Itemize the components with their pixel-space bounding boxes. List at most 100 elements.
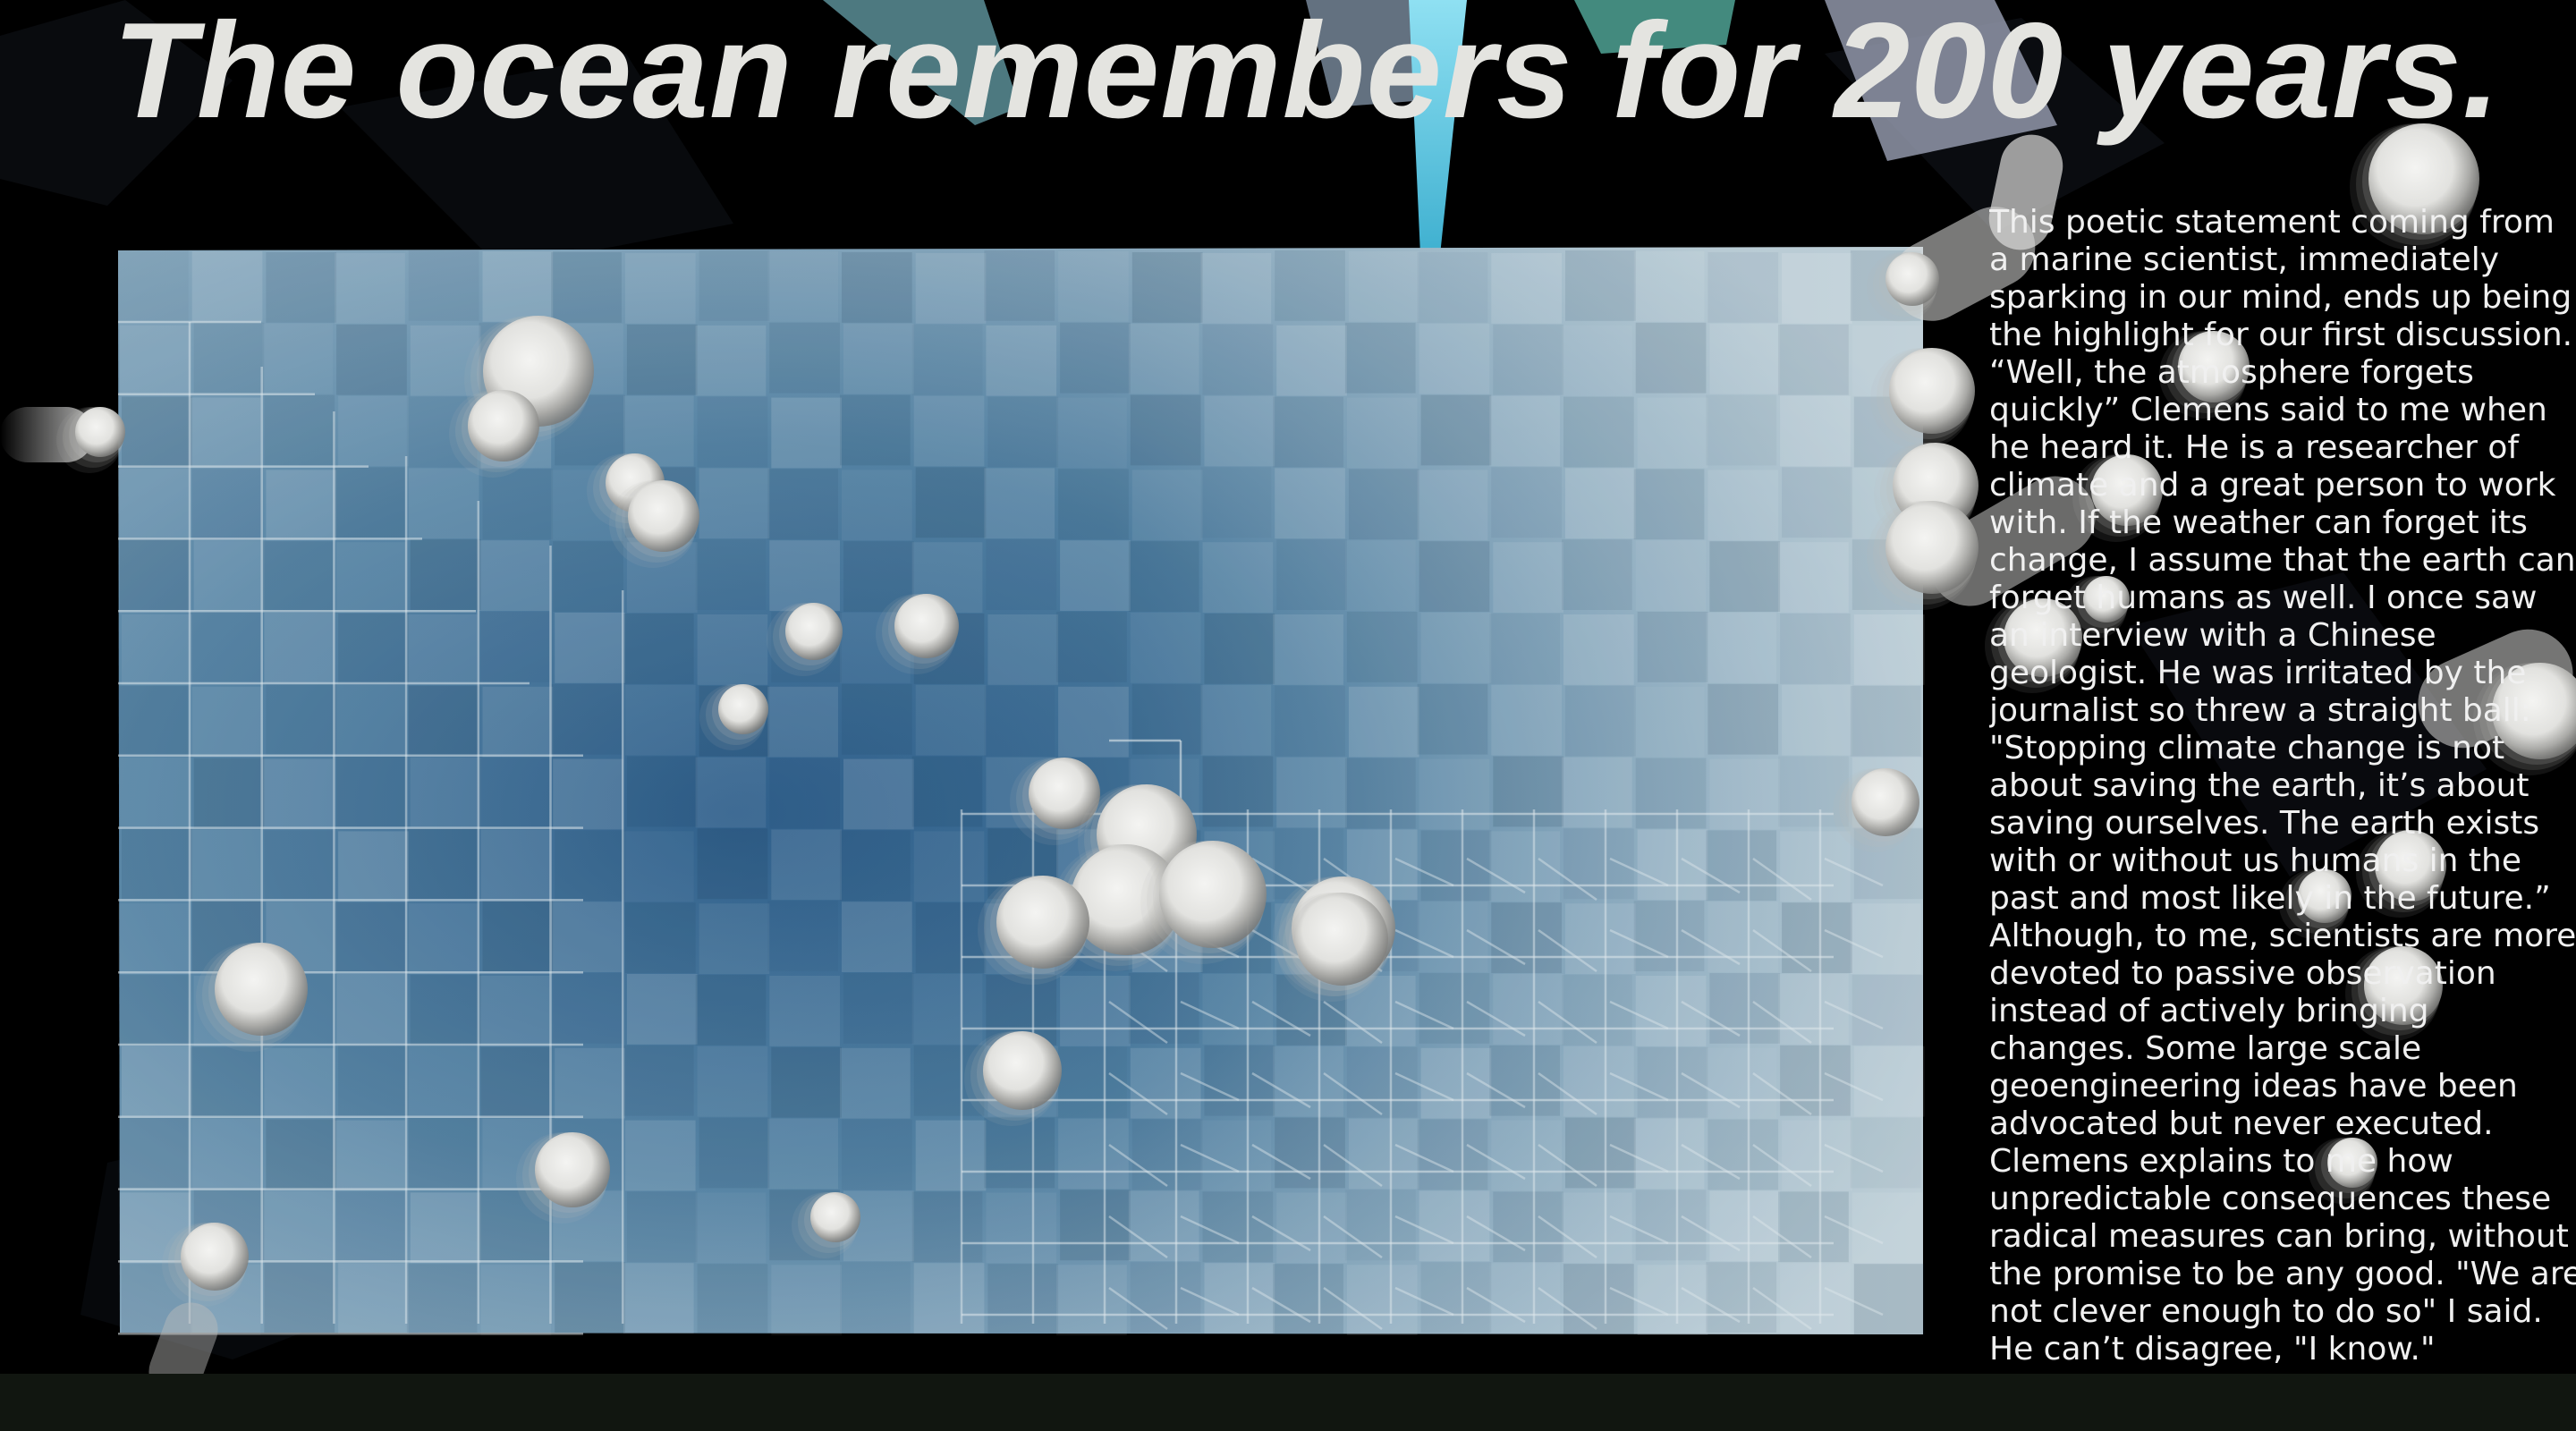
ocean-tile (118, 903, 189, 974)
ocean-tile (1204, 1045, 1275, 1116)
ocean-tile (1707, 1119, 1779, 1190)
ocean-tile (1782, 1120, 1852, 1191)
grid-line (1108, 1286, 1168, 1331)
ocean-tile (1778, 756, 1849, 827)
grid-line (1466, 1286, 1526, 1324)
ocean-tile (555, 1047, 625, 1119)
ocean-tile (624, 902, 696, 973)
ocean-tile (262, 323, 334, 394)
ocean-tile (264, 394, 335, 466)
ocean-tile (1131, 470, 1203, 541)
ocean-tile (408, 1117, 479, 1189)
ocean-tile (122, 614, 192, 685)
ocean-tile (1780, 831, 1851, 902)
ocean-tile (1275, 685, 1345, 757)
ocean-tile (767, 686, 838, 758)
grid-line (1323, 1071, 1383, 1116)
ocean-tile (262, 758, 334, 830)
ocean-tile (1852, 1192, 1923, 1264)
ocean-tile (1493, 974, 1563, 1045)
grid-line (1323, 1286, 1383, 1331)
ocean-tile (1709, 1190, 1781, 1262)
ocean-tile (695, 539, 767, 610)
sphere (1885, 501, 1979, 594)
ocean-tile (1344, 976, 1416, 1046)
ocean-tile (1633, 1118, 1705, 1190)
ocean-tile (191, 251, 263, 322)
essay-line: instead of actively bringing (1989, 993, 2429, 1029)
ocean-tile (1056, 1046, 1127, 1118)
ocean-tile (1417, 252, 1488, 323)
ocean-tile (1782, 684, 1852, 756)
ocean-tile (480, 612, 552, 682)
sphere (75, 407, 125, 457)
ocean-tile (1635, 540, 1707, 611)
essay-line: a marine scientist, immediately (1989, 241, 2500, 278)
ocean-tile (843, 323, 914, 394)
grid-line (1180, 1071, 1240, 1102)
ocean-tile (1706, 1047, 1777, 1119)
ocean-tile (1275, 250, 1345, 321)
ocean-tile (1778, 542, 1849, 613)
sphere (1159, 841, 1267, 948)
grid-line (1609, 857, 1669, 887)
ocean-tile (1637, 612, 1708, 682)
grid-line (1824, 1215, 1884, 1245)
ocean-tile (842, 1119, 912, 1190)
ocean-tile (1853, 1046, 1925, 1117)
ocean-tile (1130, 394, 1201, 466)
ocean-tile (1707, 470, 1779, 541)
ocean-tile (1563, 828, 1634, 900)
ocean-tile (769, 322, 840, 394)
grid-line (1752, 928, 1812, 973)
ocean-tile (1853, 828, 1925, 900)
ocean-tile (118, 1117, 189, 1189)
grid-line (1323, 1000, 1383, 1045)
grid-line (1466, 928, 1526, 966)
grid-line (1752, 1215, 1812, 1259)
ocean-tile (1780, 614, 1851, 684)
essay-line: changes. Some large scale (1989, 1030, 2422, 1067)
ocean-tile (191, 1118, 263, 1190)
ocean-tile (915, 684, 987, 756)
ocean-tile (336, 542, 407, 613)
grid-line (1251, 1143, 1311, 1181)
sphere (1295, 893, 1388, 986)
ocean-tile (1276, 757, 1347, 828)
ocean-tile (266, 683, 337, 755)
ocean-tile (1131, 683, 1203, 755)
ocean-tile (1562, 1192, 1632, 1264)
ocean-tile (1709, 541, 1781, 612)
ocean-tile (699, 468, 770, 539)
ocean-tile (1491, 253, 1562, 324)
ocean-tile (626, 974, 698, 1045)
ocean-tile (1565, 685, 1636, 757)
essay-line: saving ourselves. The earth exists (1989, 805, 2540, 842)
ocean-tile (338, 1263, 409, 1334)
ocean-tile (1419, 1190, 1490, 1262)
ocean-tile (1346, 1046, 1418, 1118)
grid-line (1538, 928, 1597, 973)
ocean-tile (913, 831, 985, 902)
floating-spheres (56, 123, 2576, 1307)
ocean-tile (842, 470, 912, 541)
ocean-tile (1850, 1117, 1921, 1189)
ocean-tile (406, 1046, 478, 1117)
top-panels (823, 0, 2057, 255)
grid-line (1538, 857, 1597, 902)
ocean-tile (699, 250, 770, 321)
sphere-trails (0, 134, 2573, 1399)
essay-line: quickly” Clemens said to me when (1989, 392, 2547, 428)
ocean-tile (1489, 395, 1560, 467)
grid-line (1251, 1286, 1311, 1324)
ocean-tile (338, 1045, 409, 1116)
grid-line (1180, 1286, 1240, 1317)
ocean-tile (1348, 1118, 1419, 1190)
ocean-tile (336, 974, 407, 1045)
grid-line (1394, 1143, 1454, 1173)
ocean-tile (338, 395, 409, 467)
grid-line (1323, 1143, 1383, 1188)
ocean-tile (1346, 1265, 1418, 1335)
ocean-tile (1417, 902, 1488, 972)
sphere (2492, 663, 2576, 759)
